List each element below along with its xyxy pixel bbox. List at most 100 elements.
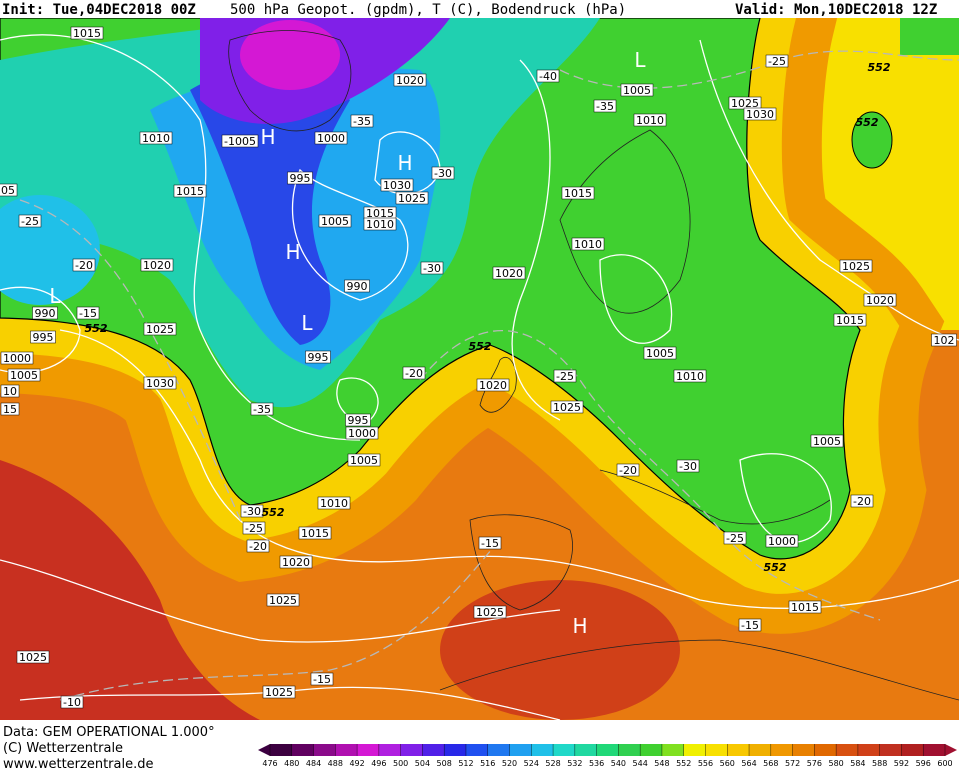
colorbar-segment xyxy=(422,744,445,756)
isoline-label: 102 xyxy=(934,334,955,347)
isoline-label: 1005 xyxy=(350,454,378,467)
isoline-label: 10 xyxy=(3,385,17,398)
isoline-label: -15 xyxy=(741,619,759,632)
label-box xyxy=(393,73,427,87)
height-label: 552 xyxy=(85,322,108,335)
colorbar-over xyxy=(945,744,957,756)
colorbar-segment xyxy=(683,744,706,756)
label-box xyxy=(571,237,605,251)
label-box xyxy=(839,259,873,273)
colorbar-tick-label: 512 xyxy=(458,759,473,768)
colorbar-segment xyxy=(879,744,902,756)
colorbar-tick-label: 528 xyxy=(545,759,560,768)
isoline-label: 1020 xyxy=(866,294,894,307)
isoline-label: 1025 xyxy=(476,606,504,619)
label-box xyxy=(240,504,264,518)
colorbar-segment xyxy=(378,744,402,756)
isoline-label: -30 xyxy=(243,505,261,518)
colorbar-tick-label: 568 xyxy=(763,759,778,768)
isoline-label: -20 xyxy=(405,367,423,380)
colorbar-segment xyxy=(814,744,837,756)
label-box xyxy=(476,378,510,392)
label-box xyxy=(16,650,50,664)
isoline-label: 1020 xyxy=(396,74,424,87)
label-box xyxy=(536,69,560,83)
pressure-center: L xyxy=(301,311,313,335)
colorbar-tick-label: 588 xyxy=(872,759,887,768)
colorbar-tick-label: 600 xyxy=(937,759,952,768)
isoline-label: -20 xyxy=(249,540,267,553)
label-box xyxy=(344,279,370,293)
label-box xyxy=(279,555,313,569)
colorbar-tick-label: 540 xyxy=(611,759,626,768)
label-box xyxy=(431,166,455,180)
isoline-label: 1020 xyxy=(495,267,523,280)
height-label: 552 xyxy=(856,116,879,129)
label-box xyxy=(250,402,274,416)
colorbar-segment xyxy=(574,744,598,756)
colorbar-tick-label: 492 xyxy=(349,759,364,768)
colorbar-segment xyxy=(400,744,423,756)
colorbar-tick-label: 564 xyxy=(741,759,756,768)
isoline-label: -15 xyxy=(313,673,331,686)
isoline-label: 1005 xyxy=(321,215,349,228)
label-box xyxy=(347,453,381,467)
colorbar-tick-label: 592 xyxy=(894,759,909,768)
isoline-label: 1020 xyxy=(143,259,171,272)
isoline-label: 1010 xyxy=(142,132,170,145)
colorbar-segment xyxy=(357,744,380,756)
label-box xyxy=(32,306,58,320)
valid-time: Valid: Mon,10DEC2018 12Z xyxy=(735,2,937,18)
label-box xyxy=(72,258,96,272)
warm-region xyxy=(440,580,680,720)
colorbar-segment xyxy=(335,744,358,756)
label-box xyxy=(246,539,270,553)
label-box xyxy=(473,605,507,619)
colorbar-under xyxy=(258,744,270,756)
colorbar-tick-label: 560 xyxy=(720,759,735,768)
isoline-label: -25 xyxy=(768,55,786,68)
colorbar-tick-label: 572 xyxy=(785,759,800,768)
colorbar-tick-label: 544 xyxy=(633,759,648,768)
label-box xyxy=(266,593,300,607)
colorbar-segment xyxy=(531,744,554,756)
isoline-label: 1010 xyxy=(676,370,704,383)
isoline-label: -25 xyxy=(556,370,574,383)
colorbar-tick-label: 516 xyxy=(480,759,495,768)
label-box xyxy=(765,54,789,68)
colorbar-tick-label: 580 xyxy=(828,759,843,768)
label-box xyxy=(765,534,799,548)
label-box xyxy=(305,350,331,364)
isoline-label: -25 xyxy=(245,522,263,535)
label-box xyxy=(676,459,700,473)
isoline-label: 1015 xyxy=(836,314,864,327)
label-box xyxy=(492,266,526,280)
isoline-label: 1025 xyxy=(553,401,581,414)
colorbar-tick-label: 584 xyxy=(850,759,865,768)
colorbar-tick-label: 532 xyxy=(567,759,582,768)
colorbar-segment xyxy=(270,744,293,756)
label-box xyxy=(7,368,41,382)
isoline-label: -30 xyxy=(423,262,441,275)
isoline-label: -30 xyxy=(434,167,452,180)
label-box xyxy=(140,258,174,272)
isoline-label: -35 xyxy=(353,115,371,128)
label-box xyxy=(70,26,104,40)
colorbar-segment xyxy=(596,744,619,756)
colorbar-segment xyxy=(792,744,815,756)
label-box xyxy=(850,494,874,508)
isoline-label: 1030 xyxy=(383,179,411,192)
label-box xyxy=(76,306,100,320)
isoline-label: 1005 xyxy=(646,347,674,360)
isoline-label: 1005 xyxy=(10,369,38,382)
isoline-label: 1025 xyxy=(146,323,174,336)
warm-region xyxy=(0,460,260,720)
label-box xyxy=(143,322,177,336)
pressure-center: H xyxy=(285,240,300,264)
isoline-label: -25 xyxy=(726,532,744,545)
isoline-label: 1025 xyxy=(19,651,47,664)
colorbar-segment xyxy=(487,744,511,756)
isoline-label: 995 xyxy=(33,331,54,344)
isoline-label: -15 xyxy=(79,307,97,320)
